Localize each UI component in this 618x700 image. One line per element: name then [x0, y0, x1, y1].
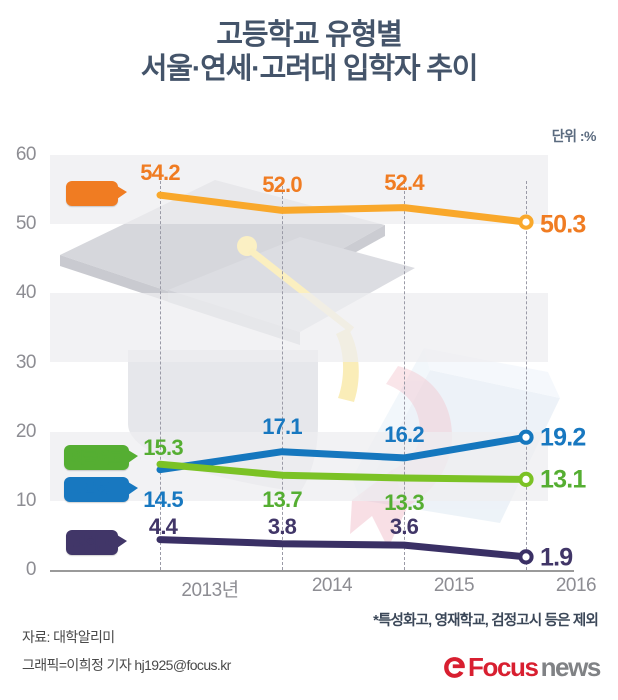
value-label-autonomous-2016: 19.2	[540, 423, 586, 452]
source-text: 자료: 대학알리미	[22, 629, 115, 645]
e-swirl-icon	[444, 656, 465, 678]
graphic-credit-text: 그래픽=이희정 기자 hj1925@focus.kr	[22, 657, 231, 673]
x-tick-2013: 2013년	[181, 580, 239, 601]
x-axis-baseline	[50, 570, 574, 572]
series-lines	[156, 191, 534, 565]
value-label-general-2013: 54.2	[140, 160, 180, 185]
y-tick-50: 50	[15, 213, 37, 235]
page-title: 고등학교 유형별 서울·연세·고려대 입학자 추이	[0, 18, 618, 86]
gridline-2013	[160, 181, 161, 570]
title-line-1: 고등학교 유형별	[216, 19, 402, 51]
value-label-autonomous-2013: 14.5	[143, 487, 183, 512]
endpoint-marker-autonomous-high	[518, 429, 534, 445]
series-tag-science-high-label: 과학고	[73, 535, 112, 552]
value-label-general-2016: 50.3	[540, 210, 586, 239]
chart-plot-area: 54.2 52.0 52.4 50.3 14.5 17.1 16.2 19.2 …	[50, 155, 586, 572]
y-axis-labels: 60 50 40 30 20 10 0	[0, 144, 44, 580]
line-science-high	[156, 536, 530, 561]
unit-label: 단위 :%	[551, 128, 597, 144]
line-autonomous-high	[156, 433, 530, 474]
value-label-foreign-2015: 13.3	[384, 490, 424, 515]
value-label-autonomous-2014: 17.1	[262, 414, 302, 439]
x-tick-2016: 2016	[555, 575, 597, 596]
series-tag-foreign-language-high-label: 외국어고	[71, 450, 123, 467]
series-tag-autonomous-high[interactable]: 자율형고	[64, 477, 139, 502]
y-tick-60: 60	[15, 144, 37, 165]
value-label-autonomous-2015: 16.2	[384, 422, 424, 447]
value-label-foreign-2013: 15.3	[143, 435, 183, 460]
line-foreign-language-high	[156, 460, 530, 483]
endpoint-marker-foreign-language-high	[518, 471, 534, 487]
y-tick-40: 40	[15, 282, 37, 304]
logo-text-news: news	[540, 652, 602, 682]
value-label-science-2016: 1.9	[540, 543, 573, 572]
value-label-science-2014: 3.8	[267, 514, 297, 539]
y-tick-10: 10	[15, 489, 37, 511]
value-label-science-2015: 3.6	[389, 514, 419, 539]
plot-band-30-40	[50, 293, 548, 363]
value-label-foreign-2016: 13.1	[540, 465, 586, 494]
y-tick-20: 20	[15, 420, 37, 442]
series-tag-foreign-language-high[interactable]: 외국어고	[64, 445, 139, 470]
focus-news-logo[interactable]: Focus news	[443, 652, 602, 682]
series-tag-general-high-label: 일반고	[73, 186, 112, 203]
value-label-foreign-2014: 13.7	[262, 487, 302, 512]
series-tag-general-high[interactable]: 일반고	[66, 181, 128, 206]
series-tag-science-high[interactable]: 과학고	[66, 530, 128, 555]
gridline-2016	[526, 181, 527, 570]
value-label-general-2014: 52.0	[262, 172, 302, 197]
endpoint-marker-general-high	[518, 214, 534, 230]
y-tick-30: 30	[15, 351, 37, 373]
chart-footnote: *특성화고, 영재학교, 검정고시 등은 제외	[373, 613, 599, 629]
series-tag-autonomous-high-label: 자율형고	[71, 482, 123, 499]
gridline-2014	[282, 181, 283, 570]
endpoint-marker-science-high	[518, 549, 534, 565]
value-label-science-2013: 4.4	[148, 514, 178, 539]
x-tick-2015: 2015	[433, 575, 475, 596]
y-tick-0: 0	[25, 559, 37, 580]
x-axis-labels: 2013년 2014 2015 2016	[50, 575, 596, 605]
line-general-high	[156, 191, 530, 226]
title-line-2: 서울·연세·고려대 입학자 추이	[140, 53, 479, 86]
logo-text-focus: Focus	[467, 652, 539, 682]
value-label-general-2015: 52.4	[384, 170, 424, 195]
x-tick-2014: 2014	[311, 575, 353, 596]
gridline-2015	[404, 181, 405, 570]
